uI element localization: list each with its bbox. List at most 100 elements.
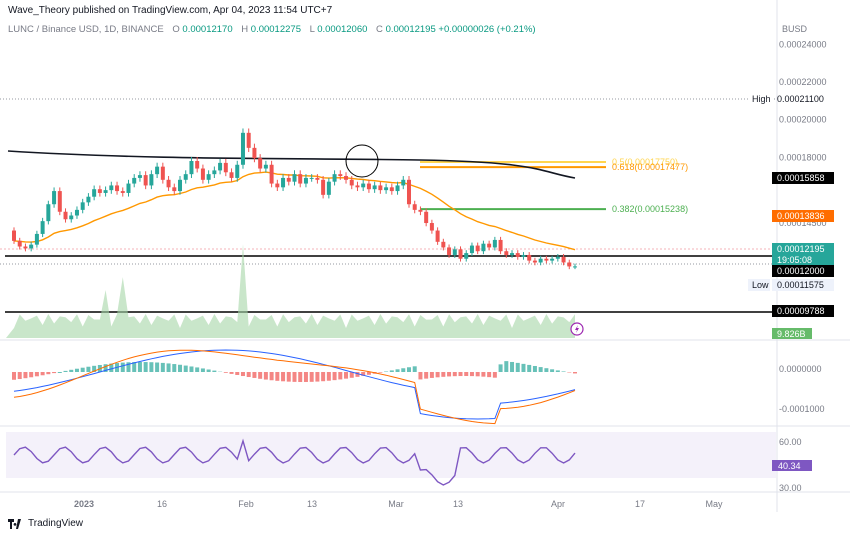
candle xyxy=(458,246,463,262)
candle xyxy=(475,242,480,255)
candle xyxy=(137,171,142,182)
fib-label-1: 0.618(0.00017477) xyxy=(612,162,688,172)
macd-bar xyxy=(17,372,22,380)
candle xyxy=(555,253,560,262)
candle xyxy=(109,181,114,194)
macd-bar xyxy=(132,362,137,372)
price-tick-1: 0.00022000 xyxy=(779,77,827,87)
macd-bar xyxy=(332,372,337,381)
macd-bar xyxy=(120,362,125,372)
price-tag-2: 0.00013836 xyxy=(772,210,834,222)
price-axis[interactable]: 0.00024000 0.00022000 0.00020000 0.00018000… xyxy=(779,40,827,257)
candle xyxy=(464,250,469,262)
candle xyxy=(275,179,280,192)
volume-last-tag xyxy=(772,328,812,339)
candle xyxy=(372,181,377,193)
macd-bar xyxy=(189,366,194,372)
highlight-circle[interactable] xyxy=(345,144,379,178)
macd-bar xyxy=(349,372,354,378)
price-tag-4: 19:05:08 xyxy=(772,254,834,266)
time-tick-6: Apr xyxy=(551,499,565,509)
low-value: 0.00012060 xyxy=(317,24,368,35)
price-tag-value-6: 0.00011575 xyxy=(777,280,824,290)
macd-bar xyxy=(69,369,74,372)
lightning-icon[interactable] xyxy=(570,322,584,336)
candle xyxy=(183,170,188,184)
candle xyxy=(149,170,154,190)
time-tick-7: 17 xyxy=(635,499,645,509)
macd-bar xyxy=(160,362,165,372)
candle xyxy=(246,128,251,153)
macd-bar xyxy=(74,368,79,372)
macd-bar xyxy=(240,372,245,377)
macd-bar xyxy=(40,372,45,376)
price-tag-value-0: 0.00021100 xyxy=(777,94,824,104)
price-tag-label-0: High xyxy=(752,94,771,104)
candle xyxy=(447,244,452,258)
high-label: H xyxy=(241,24,249,35)
change-value: +0.00000026 (+0.21%) xyxy=(438,24,536,35)
candle xyxy=(469,242,474,256)
price-tick-4: 0.00014500 xyxy=(779,218,827,228)
time-tick-4: Mar xyxy=(388,499,404,509)
macd-bar xyxy=(309,372,314,382)
candle xyxy=(532,257,537,266)
rsi-band xyxy=(6,432,776,478)
macd-bar xyxy=(544,368,549,372)
candle xyxy=(389,183,394,195)
fib-label-2: 0.382(0.00015238) xyxy=(612,204,688,214)
macd-bar xyxy=(195,367,200,372)
price-tags: High 0.000211000.000158580.000138360.0001… xyxy=(748,93,834,317)
candle xyxy=(338,170,343,180)
candle xyxy=(74,206,79,219)
candle xyxy=(384,183,389,194)
macd-bar xyxy=(389,370,394,372)
macd-bar xyxy=(384,371,389,372)
currency-label: BUSD xyxy=(782,24,808,34)
moving-averages xyxy=(7,150,576,251)
macd-bar xyxy=(464,372,469,377)
candle xyxy=(229,168,234,182)
macd-bar xyxy=(235,372,240,375)
macd-bar xyxy=(441,372,446,377)
price-tick-0: 0.00024000 xyxy=(779,40,827,50)
price-tag-value-2: 0.00013836 xyxy=(777,211,825,221)
price-tick-3: 0.00018000 xyxy=(779,152,827,162)
candle xyxy=(92,185,97,201)
candle xyxy=(80,198,85,214)
macd-bar xyxy=(143,362,148,372)
candle xyxy=(527,252,532,264)
macd-bar xyxy=(63,370,68,372)
time-tick-1: 16 xyxy=(157,499,167,509)
candle xyxy=(481,240,486,255)
candle xyxy=(498,236,503,255)
low-label: L xyxy=(309,24,315,35)
candle xyxy=(378,181,383,194)
candle xyxy=(103,186,108,197)
candle xyxy=(17,237,22,250)
time-axis[interactable]: 2023 16 Feb 13 Mar 13 Apr 17 May xyxy=(74,499,723,509)
candle xyxy=(326,177,331,199)
time-tick-8: May xyxy=(705,499,723,509)
symbol-info[interactable]: LUNC / Binance USD, 1D, BINANCE xyxy=(8,24,164,35)
candle xyxy=(452,246,457,258)
candle xyxy=(235,160,240,182)
candle xyxy=(97,185,102,197)
candle xyxy=(223,158,228,177)
candles[interactable] xyxy=(12,128,577,270)
macd-bar xyxy=(481,372,486,377)
candle xyxy=(344,172,349,184)
macd-bar xyxy=(458,372,463,377)
macd-tick-0: 0.0000000 xyxy=(779,364,822,374)
macd-bar xyxy=(355,372,360,377)
candle xyxy=(218,158,223,175)
macd-bar xyxy=(469,372,474,377)
macd-bar xyxy=(258,372,263,379)
fib-levels[interactable]: 0.5(0.00017750)0.618(0.00017477) 0.382(0.… xyxy=(420,157,688,214)
macd-bar xyxy=(46,372,51,375)
macd-bar xyxy=(326,372,331,381)
candle xyxy=(487,240,492,251)
candle xyxy=(401,176,406,190)
candle xyxy=(504,248,509,258)
